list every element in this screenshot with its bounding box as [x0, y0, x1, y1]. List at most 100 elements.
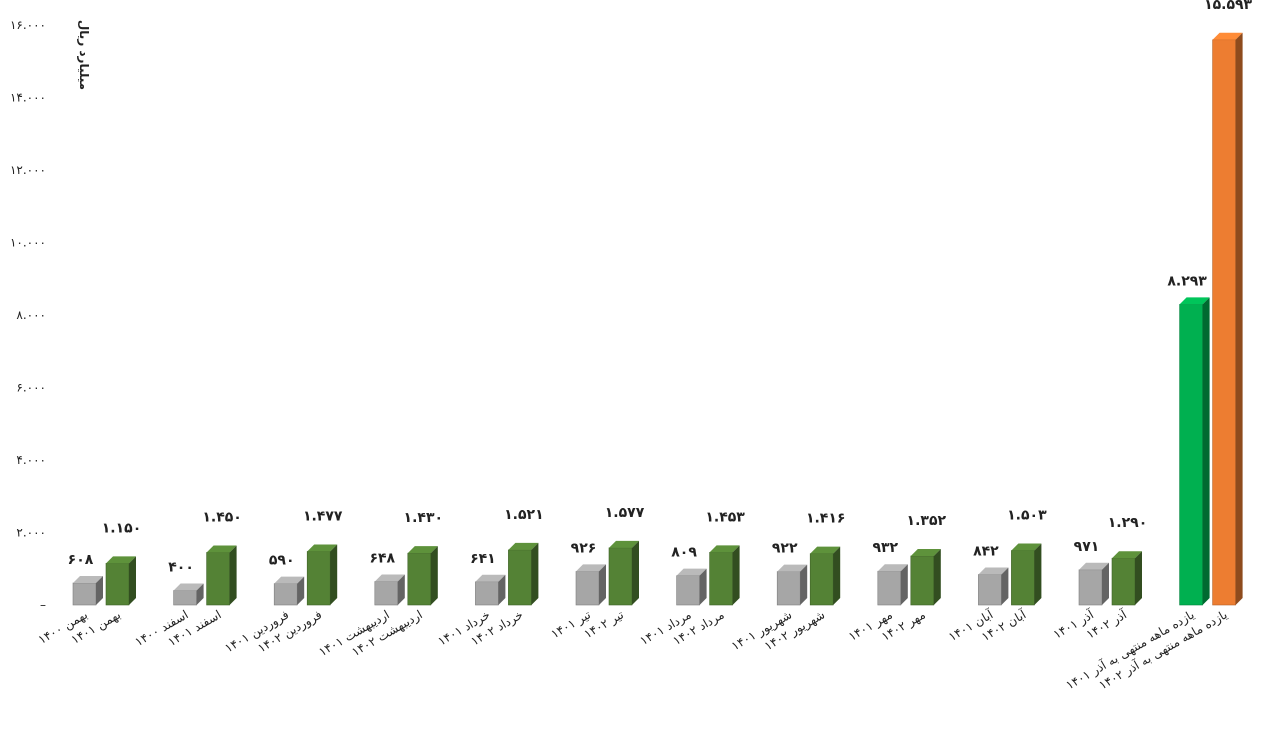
bar-top	[173, 583, 204, 591]
data-label: ۶۰۸	[68, 552, 94, 568]
bar-front	[676, 575, 700, 606]
bar-top	[709, 545, 740, 553]
bar-front	[776, 571, 801, 606]
bar	[910, 548, 941, 606]
bar-top	[877, 564, 908, 572]
bar-side	[933, 548, 941, 605]
bar	[776, 564, 808, 606]
data-label: ۹۷۱	[1074, 539, 1100, 555]
bar-front	[206, 552, 230, 606]
bar-front	[1212, 39, 1236, 606]
bar-front	[978, 574, 1002, 606]
bar	[809, 546, 841, 606]
bar-top	[609, 540, 639, 548]
bar-front	[1179, 304, 1203, 606]
data-label: ۱.۴۷۷	[303, 508, 343, 524]
bar-side	[599, 564, 606, 605]
data-label: ۶۴۸	[369, 551, 395, 567]
bar	[508, 542, 539, 606]
bar-front	[1111, 557, 1136, 606]
bar-top	[73, 575, 103, 583]
bar-top	[274, 576, 305, 584]
data-label: ۱.۵۰۳	[1007, 508, 1047, 524]
y-axis: – ۲.۰۰۰ ۴.۰۰۰ ۶.۰۰۰ ۸.۰۰۰ ۱۰.۰۰۰ ۱۲.۰۰۰ ۱۴.۰۰۰ ۱…	[10, 18, 46, 612]
bar-side	[833, 546, 841, 605]
y-tick-label: ۱۶.۰۰۰	[10, 18, 46, 32]
data-label: ۹۲۲	[772, 541, 798, 557]
data-label: ۱.۲۹۰	[1108, 515, 1148, 531]
bar	[978, 567, 1009, 606]
bar-side	[96, 575, 103, 605]
bar-front	[306, 551, 331, 606]
bar-side	[129, 556, 136, 605]
bar-side	[699, 568, 707, 605]
bar	[877, 564, 908, 606]
unit-label: میلیارد ریال	[77, 20, 91, 90]
data-label: ۱.۴۳۰	[404, 510, 444, 526]
bar-top	[508, 542, 539, 550]
bar	[575, 564, 606, 606]
bar-side	[498, 574, 506, 605]
bar-top	[206, 545, 237, 553]
bar	[709, 545, 740, 606]
bar-side	[196, 583, 204, 605]
bar-side	[1034, 543, 1042, 605]
y-tick-label: ۱۲.۰۰۰	[10, 163, 46, 177]
bar-side	[1001, 567, 1009, 605]
bar	[407, 546, 438, 606]
bar-front	[1011, 550, 1035, 606]
bar	[306, 544, 338, 606]
bar	[1179, 297, 1210, 606]
bar-top	[106, 556, 136, 564]
bar	[1078, 562, 1109, 606]
bar-top	[307, 544, 338, 552]
bar-front	[608, 547, 633, 606]
bar-side	[1102, 562, 1109, 605]
bar-front	[374, 581, 399, 606]
data-labels-layer: ۶۰۸ ۱.۱۵۰ ۴۰۰ ۱.۴۵۰ ۵۹۰ ۱.۴۷۷ ۶۴۸ ۱.۴۳۰ ۶۴۱ ۱.۵۲۱…	[68, 0, 1253, 576]
data-label: ۹۳۲	[872, 540, 898, 556]
data-label: ۸.۲۹۳	[1167, 273, 1207, 289]
data-label: ۱۵.۵۹۳	[1204, 0, 1252, 13]
bar	[1011, 543, 1042, 606]
bar-side	[1202, 297, 1210, 605]
bar	[676, 568, 707, 606]
bar-top	[910, 548, 941, 556]
bar-front	[1078, 569, 1103, 606]
bar-front	[910, 555, 935, 606]
bar-top	[777, 564, 808, 572]
bar-side	[229, 545, 237, 605]
bar-side	[1135, 551, 1142, 605]
bar-side	[900, 564, 908, 605]
bar	[1111, 551, 1142, 606]
y-tick-label: ۱۰.۰۰۰	[10, 236, 46, 250]
bar-front	[475, 581, 499, 606]
bar-top	[676, 568, 707, 576]
bar	[374, 574, 405, 606]
bar-side	[800, 564, 808, 605]
bar	[173, 583, 204, 606]
data-label: ۱.۴۱۶	[806, 511, 846, 527]
bar-top	[1011, 543, 1042, 551]
y-tick-label: –	[40, 598, 46, 612]
y-tick-label: ۱۴.۰۰۰	[10, 91, 46, 105]
data-label: ۱.۵۷۷	[605, 505, 645, 521]
bar-top	[475, 574, 506, 582]
bar-front	[709, 552, 733, 606]
bar-front	[809, 553, 834, 606]
bar-top	[1112, 551, 1142, 559]
bar-side	[297, 576, 305, 605]
bar-front	[877, 570, 902, 606]
data-label: ۸۰۹	[671, 545, 697, 561]
bar-top	[810, 546, 841, 554]
bar-front	[575, 571, 600, 606]
data-label: ۹۲۶	[571, 540, 597, 556]
y-tick-label: ۲.۰۰۰	[16, 526, 46, 540]
data-label: ۱.۵۲۱	[504, 507, 544, 523]
bar-top	[1212, 32, 1243, 40]
data-label: ۱.۴۵۳	[705, 509, 745, 525]
bar-top	[374, 574, 405, 582]
data-label: ۱.۱۵۰	[102, 520, 142, 536]
